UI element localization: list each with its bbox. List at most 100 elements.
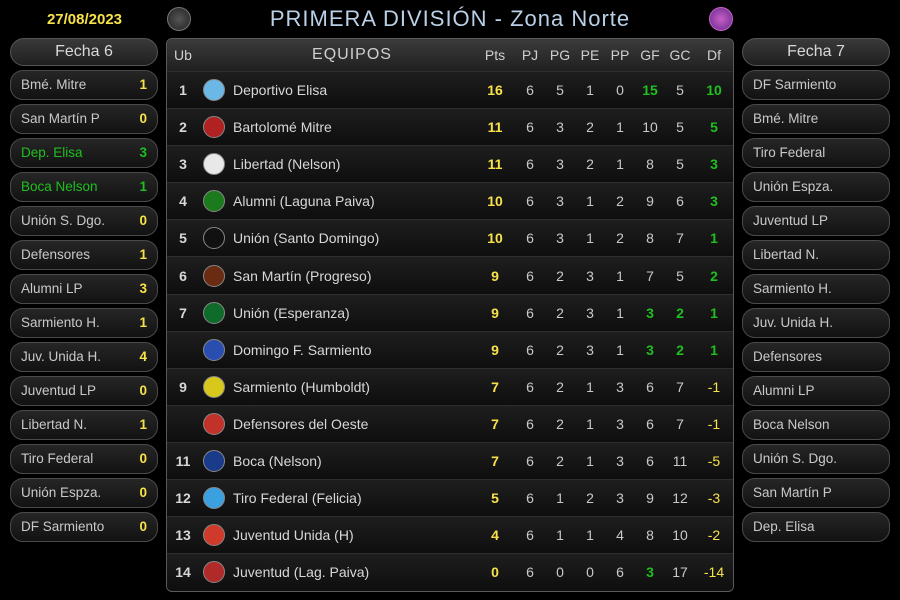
fixture-team: San Martín P xyxy=(753,485,879,500)
cell-crest xyxy=(199,265,229,287)
cell-pe: 1 xyxy=(575,379,605,395)
table-row: Domingo F. Sarmiento 9 6 2 3 1 3 2 1 xyxy=(167,331,733,368)
cell-name: Tiro Federal (Felicia) xyxy=(229,490,475,506)
cell-name: Libertad (Nelson) xyxy=(229,156,475,172)
cell-gc: 7 xyxy=(665,230,695,246)
cell-pj: 6 xyxy=(515,416,545,432)
table-row: 5 Unión (Santo Domingo) 10 6 3 1 2 8 7 1 xyxy=(167,219,733,256)
fixture-row: Libertad N.1 xyxy=(10,410,158,441)
fixture-row: Dep. Elisa xyxy=(742,512,890,543)
cell-pj: 6 xyxy=(515,527,545,543)
cell-pp: 1 xyxy=(605,268,635,284)
cell-pp: 1 xyxy=(605,342,635,358)
cell-gf: 9 xyxy=(635,193,665,209)
fixture-team: Tiro Federal xyxy=(753,145,879,160)
cell-gc: 6 xyxy=(665,193,695,209)
cell-name: Defensores del Oeste xyxy=(229,416,475,432)
cell-gf: 6 xyxy=(635,416,665,432)
fixture-team: Unión S. Dgo. xyxy=(753,451,879,466)
fixture-team: Boca Nelson xyxy=(21,179,129,194)
cell-name: Deportivo Elisa xyxy=(229,82,475,98)
root: 27/08/2023 PRIMERA DIVISIÓN - Zona Norte… xyxy=(0,0,900,600)
cell-pos: 4 xyxy=(167,193,199,209)
cell-gf: 3 xyxy=(635,564,665,580)
cell-pg: 3 xyxy=(545,156,575,172)
cell-crest xyxy=(199,227,229,249)
cell-name: Bartolomé Mitre xyxy=(229,119,475,135)
cell-pg: 5 xyxy=(545,82,575,98)
cell-pp: 2 xyxy=(605,230,635,246)
fixture-team: San Martín P xyxy=(21,111,129,126)
fixture-score: 0 xyxy=(129,451,147,466)
fixture-row: Bmé. Mitre xyxy=(742,104,890,135)
cell-pos: 13 xyxy=(167,527,199,543)
cell-pe: 1 xyxy=(575,527,605,543)
team-crest-icon xyxy=(203,339,225,361)
cell-pp: 0 xyxy=(605,82,635,98)
cell-pos: 6 xyxy=(167,268,199,284)
cell-pos: 14 xyxy=(167,564,199,580)
cell-gf: 8 xyxy=(635,230,665,246)
cell-pos: 9 xyxy=(167,379,199,395)
cell-name: Boca (Nelson) xyxy=(229,453,475,469)
cell-name: San Martín (Progreso) xyxy=(229,268,475,284)
fixture-row: Unión Espza.0 xyxy=(10,478,158,509)
fixture-row: Tiro Federal xyxy=(742,138,890,169)
fixture-team: Sarmiento H. xyxy=(753,281,879,296)
fixture-score: 3 xyxy=(129,145,147,160)
col-equipos: EQUIPOS xyxy=(229,46,475,64)
cell-pos: 11 xyxy=(167,453,199,469)
titlebar: 27/08/2023 PRIMERA DIVISIÓN - Zona Norte xyxy=(0,0,900,38)
team-crest-icon xyxy=(203,413,225,435)
cell-df: 3 xyxy=(695,193,733,209)
fixture-row: Juv. Unida H.4 xyxy=(10,342,158,373)
fixture-team: Defensores xyxy=(21,247,129,262)
cell-pos: 7 xyxy=(167,305,199,321)
fixture-row: Juv. Unida H. xyxy=(742,308,890,339)
cell-pe: 1 xyxy=(575,416,605,432)
cell-gc: 2 xyxy=(665,305,695,321)
cell-df: 1 xyxy=(695,230,733,246)
col-pp: PP xyxy=(605,47,635,63)
cell-df: -14 xyxy=(695,564,733,580)
table-row: 1 Deportivo Elisa 16 6 5 1 0 15 5 10 xyxy=(167,71,733,108)
cell-gc: 10 xyxy=(665,527,695,543)
cell-pj: 6 xyxy=(515,305,545,321)
fixture-team: DF Sarmiento xyxy=(21,519,129,534)
cell-pg: 3 xyxy=(545,193,575,209)
cell-pj: 6 xyxy=(515,82,545,98)
cell-df: 5 xyxy=(695,119,733,135)
fixture-team: Juv. Unida H. xyxy=(21,349,129,364)
fixture-team: Alumni LP xyxy=(21,281,129,296)
fixture-team: Alumni LP xyxy=(753,383,879,398)
league-logo-icon xyxy=(167,7,191,31)
table-header: Ub EQUIPOS Pts PJ PG PE PP GF GC Df xyxy=(167,39,733,71)
cell-crest xyxy=(199,413,229,435)
fixture-team: Defensores xyxy=(753,349,879,364)
cell-crest xyxy=(199,487,229,509)
cell-crest xyxy=(199,190,229,212)
cell-gf: 9 xyxy=(635,490,665,506)
cell-name: Domingo F. Sarmiento xyxy=(229,342,475,358)
cell-pe: 1 xyxy=(575,82,605,98)
table-row: Defensores del Oeste 7 6 2 1 3 6 7 -1 xyxy=(167,405,733,442)
col-pts: Pts xyxy=(475,47,515,63)
team-crest-icon xyxy=(203,153,225,175)
fixture-team: Sarmiento H. xyxy=(21,315,129,330)
fixture-score: 1 xyxy=(129,315,147,330)
cell-pts: 9 xyxy=(475,342,515,358)
cell-crest xyxy=(199,561,229,583)
cell-crest xyxy=(199,153,229,175)
cell-pp: 1 xyxy=(605,156,635,172)
fixture-row: Bmé. Mitre1 xyxy=(10,70,158,101)
cell-pos: 12 xyxy=(167,490,199,506)
cell-pp: 3 xyxy=(605,490,635,506)
cell-pe: 0 xyxy=(575,564,605,580)
cell-pts: 0 xyxy=(475,564,515,580)
fixture-team: Juventud LP xyxy=(21,383,129,398)
team-crest-icon xyxy=(203,116,225,138)
cell-df: -5 xyxy=(695,453,733,469)
cell-df: -1 xyxy=(695,379,733,395)
fixture-score: 3 xyxy=(129,281,147,296)
cell-pj: 6 xyxy=(515,564,545,580)
